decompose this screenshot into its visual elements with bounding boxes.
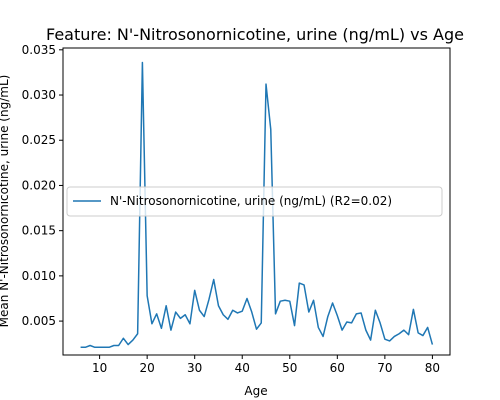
y-tick-label: 0.035 bbox=[22, 43, 56, 57]
y-axis-label: Mean N'-Nitrosonornicotine, urine (ng/mL… bbox=[0, 75, 11, 328]
x-tick-label: 50 bbox=[282, 361, 297, 375]
x-tick-label: 40 bbox=[235, 361, 250, 375]
y-tick-label: 0.010 bbox=[22, 269, 56, 283]
legend-box bbox=[66, 186, 443, 217]
y-tick-label: 0.020 bbox=[22, 178, 56, 192]
x-tick-label: 20 bbox=[140, 361, 155, 375]
chart-title: Feature: N'-Nitrosonornicotine, urine (n… bbox=[46, 25, 464, 44]
plot-frame bbox=[62, 47, 451, 356]
plot-series bbox=[80, 61, 434, 349]
legend: N'-Nitrosonornicotine, urine (ng/mL) (R2… bbox=[66, 186, 443, 217]
y-tick-label: 0.030 bbox=[22, 88, 56, 102]
x-axis-ticks: 10 20 30 40 50 60 70 80 bbox=[92, 355, 440, 375]
legend-entry-label: N'-Nitrosonornicotine, urine (ng/mL) (R2… bbox=[110, 194, 392, 208]
series-line-0 bbox=[80, 61, 434, 349]
x-tick-label: 80 bbox=[425, 361, 440, 375]
x-tick-label: 70 bbox=[377, 361, 392, 375]
x-tick-label: 10 bbox=[92, 361, 107, 375]
x-tick-label: 60 bbox=[330, 361, 345, 375]
y-tick-label: 0.025 bbox=[22, 133, 56, 147]
y-tick-label: 0.005 bbox=[22, 314, 56, 328]
x-tick-label: 30 bbox=[187, 361, 202, 375]
x-axis-label: Age bbox=[244, 384, 267, 398]
y-tick-label: 0.015 bbox=[22, 224, 56, 238]
y-axis-ticks: 0.005 0.010 0.015 0.020 0.025 0.030 0.035 bbox=[22, 43, 63, 328]
